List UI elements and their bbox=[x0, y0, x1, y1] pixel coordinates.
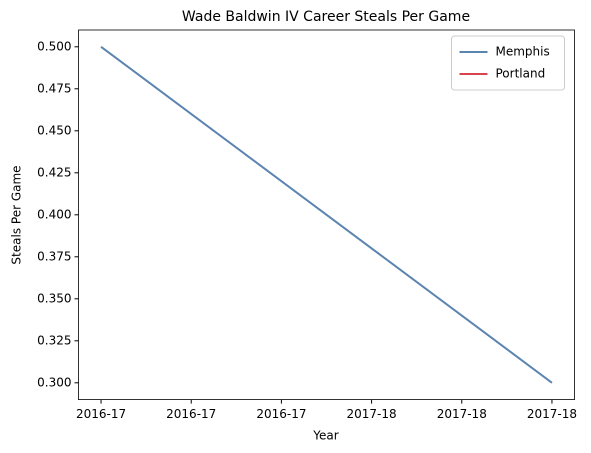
x-tick-label: 2016-17 bbox=[256, 407, 306, 421]
y-tick-label: 0.350 bbox=[37, 291, 71, 305]
plot-frame bbox=[78, 29, 575, 401]
x-tick-label: 2017-18 bbox=[347, 407, 397, 421]
y-tick-label: 0.300 bbox=[37, 375, 71, 389]
y-tick-label: 0.475 bbox=[37, 81, 71, 95]
x-tick-label: 2016-17 bbox=[166, 407, 216, 421]
x-axis-label: Year bbox=[312, 429, 338, 443]
x-tick-label: 2016-17 bbox=[76, 407, 126, 421]
x-tick-label: 2017-18 bbox=[437, 407, 487, 421]
y-tick-label: 0.375 bbox=[37, 249, 71, 263]
legend-label: Memphis bbox=[496, 45, 550, 59]
y-tick-label: 0.400 bbox=[37, 207, 71, 221]
chart-title: Wade Baldwin IV Career Steals Per Game bbox=[182, 9, 470, 25]
legend-box bbox=[451, 35, 565, 91]
series-line bbox=[100, 45, 553, 384]
y-axis-label: Steals Per Game bbox=[10, 165, 24, 264]
x-tick-label: 2017-18 bbox=[527, 407, 577, 421]
y-tick-label: 0.500 bbox=[37, 39, 71, 53]
legend-label: Portland bbox=[496, 67, 546, 81]
y-tick-label: 0.450 bbox=[37, 123, 71, 137]
y-tick-label: 0.425 bbox=[37, 165, 71, 179]
y-tick-label: 0.325 bbox=[37, 333, 71, 347]
